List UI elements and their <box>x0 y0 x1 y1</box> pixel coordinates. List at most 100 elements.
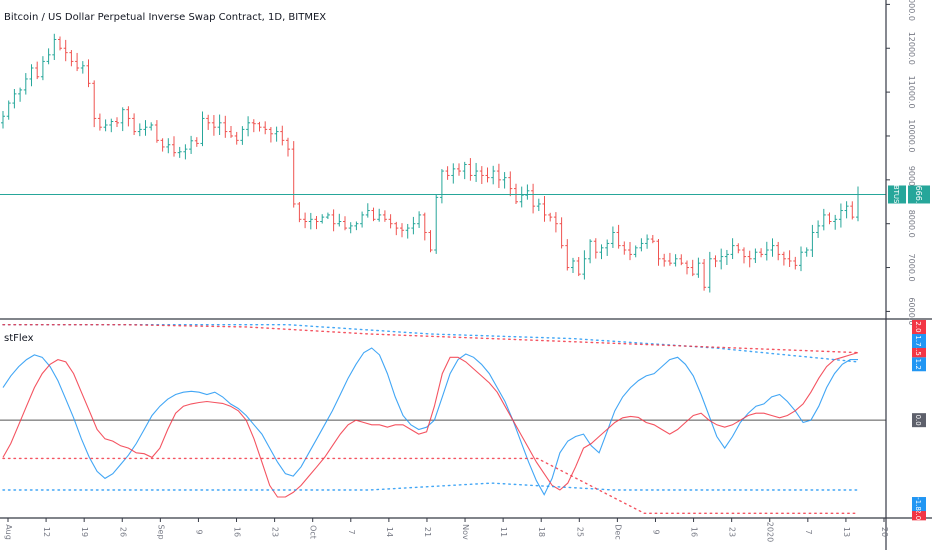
candle <box>137 123 142 137</box>
x-tick-label: 23 <box>271 527 280 537</box>
price-y-tick-label: 13000.0 <box>907 0 916 21</box>
candle <box>388 214 393 229</box>
candle <box>662 253 667 267</box>
indicator-tick-label: -1.8 <box>914 497 922 511</box>
x-tick-label: Dec <box>613 524 622 539</box>
candle <box>251 119 256 133</box>
x-tick-label: 7 <box>804 529 813 534</box>
candle <box>599 244 604 260</box>
candle <box>833 214 838 230</box>
candle <box>75 52 80 72</box>
candle <box>548 212 553 222</box>
candle <box>593 238 598 259</box>
candle <box>696 257 701 278</box>
candle <box>200 111 205 147</box>
candle <box>844 201 849 219</box>
x-tick-label: 23 <box>728 527 737 537</box>
candle <box>565 239 570 271</box>
candle <box>377 208 382 222</box>
x-tick-label: 26 <box>118 527 127 537</box>
indicator-tick-box <box>912 497 926 512</box>
x-tick-label: 9 <box>194 529 203 534</box>
candle <box>29 64 34 87</box>
candle <box>764 241 769 261</box>
candle <box>850 201 855 220</box>
x-tick-label: 18 <box>537 527 546 537</box>
candle <box>707 251 712 293</box>
candle <box>804 247 809 257</box>
candle <box>679 254 684 266</box>
candle <box>827 212 832 225</box>
candle <box>263 121 268 135</box>
candle <box>97 113 102 131</box>
candle <box>810 224 815 257</box>
candle <box>713 255 718 268</box>
candle <box>468 158 473 181</box>
last-price-tag <box>908 185 930 204</box>
candle <box>365 203 370 218</box>
indicator-title: stFlex <box>4 333 34 344</box>
candle <box>229 125 233 138</box>
x-tick-label: 16 <box>690 527 699 537</box>
candle <box>571 257 575 274</box>
candle <box>12 88 17 109</box>
candle <box>719 248 724 270</box>
candle <box>793 256 798 270</box>
candle <box>628 241 632 261</box>
candle <box>616 224 621 249</box>
candle <box>519 186 524 208</box>
candle <box>673 254 678 267</box>
indicator-dotted-3 <box>2 324 859 354</box>
candle <box>371 207 376 222</box>
x-tick-label: 14 <box>385 527 394 537</box>
x-tick-label: 20 <box>880 527 889 537</box>
x-tick-label: 12 <box>42 527 51 537</box>
candle <box>257 121 262 132</box>
candle <box>223 115 228 138</box>
indicator-tick-label: 1.7 <box>914 335 922 346</box>
candle <box>542 196 547 222</box>
candle <box>417 211 422 228</box>
candle <box>268 127 273 143</box>
candle <box>286 137 290 157</box>
candle <box>6 100 11 120</box>
candle <box>189 135 194 154</box>
candle <box>610 226 615 248</box>
candle <box>120 107 125 132</box>
candle <box>428 230 433 253</box>
indicator-tick-label: 0.0 <box>914 415 922 426</box>
candle <box>685 260 689 275</box>
candle <box>172 136 176 157</box>
price-y-tick-label: 8000.0 <box>907 210 916 238</box>
indicator-tick-label: -2.0 <box>914 507 922 521</box>
candle <box>474 162 479 182</box>
indicator-dotted-5 <box>2 457 859 514</box>
candle <box>280 125 285 146</box>
candle <box>838 203 843 228</box>
candle <box>770 238 775 257</box>
candle <box>508 171 513 197</box>
indicator-dotted-2 <box>2 324 859 363</box>
candle <box>234 131 239 145</box>
candle <box>724 249 729 265</box>
candle <box>143 120 148 136</box>
candle <box>343 216 347 231</box>
candle <box>63 39 68 62</box>
indicator-tick-box <box>912 319 926 334</box>
x-tick-label: 25 <box>575 527 584 537</box>
candle <box>211 115 216 136</box>
candle <box>690 259 695 277</box>
candle <box>536 198 541 212</box>
candle <box>514 183 518 205</box>
candle <box>400 223 404 238</box>
chart-title: Bitcoin / US Dollar Perpetual Inverse Sw… <box>4 12 327 23</box>
candle <box>451 163 456 184</box>
x-tick-label: 7 <box>347 529 356 534</box>
candle <box>52 33 57 61</box>
price-y-tick-label: 6000.0 <box>907 297 916 325</box>
candle <box>799 246 803 272</box>
x-tick-label: Nov <box>461 524 470 540</box>
